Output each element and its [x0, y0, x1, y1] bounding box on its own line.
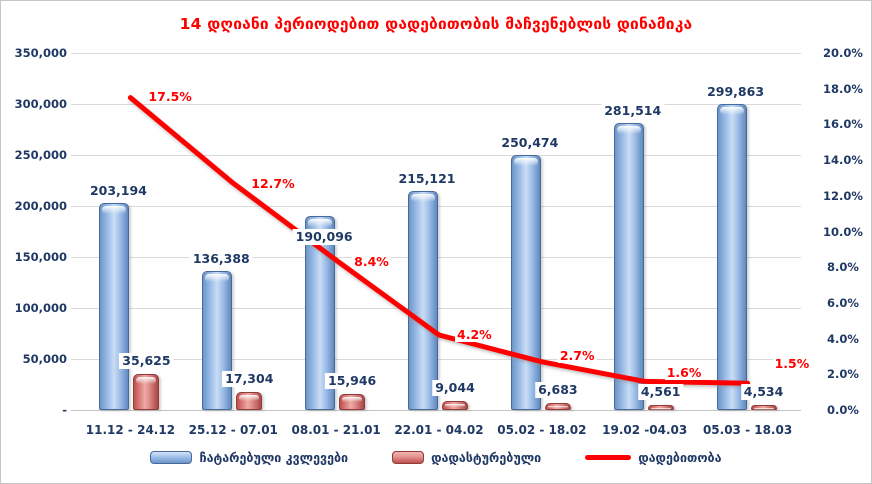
legend-item-positivity[interactable]: დადებითობა [585, 450, 722, 465]
bar-gloss-highlight [719, 107, 744, 116]
bar-value-label: 6,683 [535, 382, 581, 399]
y-axis-tick-right: 12.0% [823, 188, 863, 203]
bar-conducted-tests[interactable] [99, 202, 130, 410]
bar-value-label: 136,388 [189, 250, 253, 267]
bar-confirmed[interactable] [750, 405, 777, 411]
y-axis-tick-left: 50,000 [22, 352, 67, 366]
x-axis-label: 05.03 - 18.03 [702, 423, 793, 437]
bar-value-label: 203,194 [86, 182, 150, 199]
y-axis-tick-right: 0.0% [827, 403, 859, 417]
gridline [71, 104, 801, 105]
legend-item-conducted-tests[interactable]: ჩატარებული კვლევები [150, 450, 348, 465]
bar-confirmed[interactable] [442, 400, 468, 410]
legend: ჩატარებული კვლევები დადასტურებული დადები… [1, 450, 871, 465]
bar-gloss-highlight [411, 193, 435, 202]
y-axis-tick-right: 4.0% [827, 331, 859, 346]
y-axis-tick-left: 350,000 [14, 46, 67, 60]
bar-value-label: 299,863 [704, 84, 768, 101]
legend-label: დადასტურებული [431, 450, 542, 465]
bar-conducted-tests[interactable] [716, 104, 747, 410]
legend-label: დადებითობა [638, 450, 722, 465]
bar-value-label: 215,121 [395, 170, 459, 187]
x-axis-label: 08.01 - 21.01 [291, 423, 381, 437]
red-bar-swatch-icon [392, 451, 425, 464]
line-point-label: 8.4% [352, 254, 391, 270]
y-axis-tick-right: 16.0% [823, 117, 863, 132]
y-axis-tick-right: 14.0% [823, 153, 863, 168]
line-point-label: 17.5% [146, 88, 194, 104]
bar-gloss-highlight [239, 395, 260, 401]
x-axis-label: 22.01 - 04.02 [394, 423, 484, 437]
bar-gloss-highlight [445, 403, 465, 407]
bar-conducted-tests[interactable] [510, 154, 541, 410]
bar-value-label: 4,561 [637, 384, 684, 401]
positivity-line[interactable] [127, 95, 751, 386]
y-axis-tick-right: 6.0% [827, 295, 859, 310]
gridline [71, 155, 801, 156]
bar-value-label: 9,044 [432, 379, 478, 396]
bar-conducted-tests[interactable] [613, 122, 644, 410]
line-point-label: 1.6% [664, 365, 704, 381]
bar-gloss-highlight [342, 396, 363, 402]
x-axis-label: 05.02 - 18.02 [497, 423, 587, 437]
bar-gloss-highlight [308, 219, 333, 228]
x-axis-label: 11.12 - 24.12 [85, 423, 176, 437]
line-point-label: 12.7% [249, 176, 297, 192]
bar-gloss-highlight [136, 376, 157, 384]
bar-value-label: 4,534 [740, 384, 787, 401]
bar-confirmed[interactable] [133, 373, 160, 410]
bar-gloss-highlight [102, 205, 127, 214]
bar-confirmed[interactable] [236, 392, 263, 410]
y-axis-tick-right: 8.0% [827, 260, 859, 275]
y-axis-tick-right: 2.0% [827, 367, 859, 382]
bar-gloss-highlight [513, 157, 538, 166]
bar-gloss-highlight [753, 408, 774, 411]
bar-confirmed[interactable] [544, 403, 571, 410]
bar-value-label: 17,304 [222, 371, 277, 388]
x-axis-label: 19.02 -04.03 [602, 423, 688, 437]
y-axis-tick-left: 100,000 [14, 301, 67, 315]
y-axis-tick-left: 150,000 [14, 250, 67, 264]
y-axis-tick-right: 18.0% [823, 81, 863, 96]
red-line-swatch-icon [585, 455, 632, 460]
y-axis-tick-left: 250,000 [14, 148, 67, 162]
x-axis-label: 25.12 - 07.01 [188, 423, 278, 437]
bar-value-label: 190,096 [292, 229, 356, 246]
line-point-label: 2.7% [557, 347, 597, 363]
bar-confirmed[interactable] [647, 405, 674, 411]
bar-confirmed[interactable] [339, 393, 366, 410]
bar-gloss-highlight [547, 406, 568, 409]
line-point-label: 4.2% [455, 327, 494, 343]
bar-conducted-tests[interactable] [408, 190, 438, 410]
y-axis-tick-right: 10.0% [823, 224, 863, 239]
bar-gloss-highlight [616, 125, 641, 134]
y-axis-tick-left: 300,000 [14, 97, 67, 111]
gridline [71, 410, 801, 411]
bar-gloss-highlight [650, 408, 671, 411]
bar-value-label: 250,474 [498, 134, 562, 151]
legend-label: ჩატარებული კვლევები [199, 450, 349, 465]
bar-value-label: 35,625 [119, 352, 174, 369]
blue-bar-swatch-icon [150, 451, 193, 464]
bar-value-label: 15,946 [325, 372, 380, 389]
y-axis-tick-left: - [62, 403, 67, 417]
bar-gloss-highlight [205, 273, 230, 282]
bar-value-label: 281,514 [601, 102, 665, 119]
legend-item-confirmed[interactable]: დადასტურებული [392, 450, 541, 465]
gridline [71, 53, 801, 54]
line-point-label: 1.5% [772, 356, 812, 372]
y-axis-tick-left: 200,000 [14, 199, 67, 213]
chart-title: 14 დღიანი პერიოდებით დადებითობის მაჩვენე… [179, 15, 693, 33]
y-axis-tick-right: 20.0% [823, 46, 863, 60]
